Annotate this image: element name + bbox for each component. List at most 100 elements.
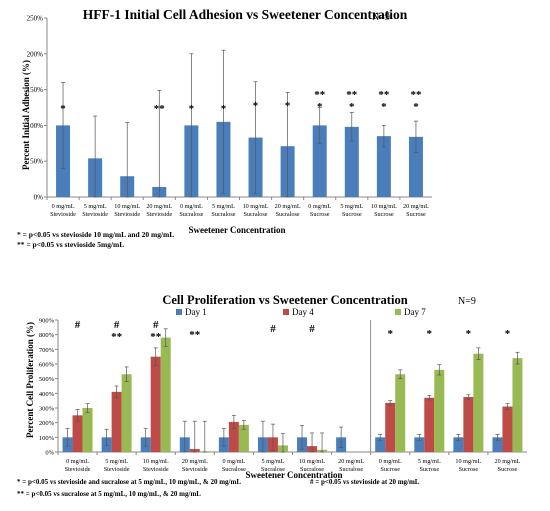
adhesion-bar xyxy=(376,136,391,197)
proliferation-category-label: 10 mg/mL xyxy=(143,458,169,465)
proliferation-chart: Cell Proliferation vs Sweetener Concentr… xyxy=(17,293,527,498)
proliferation-bar xyxy=(121,374,132,452)
proliferation-chart-n-label: N=9 xyxy=(458,296,476,307)
adhesion-significance-marker: * xyxy=(381,101,387,113)
adhesion-bar xyxy=(408,136,423,197)
proliferation-category-label: 5 mg/mL xyxy=(262,458,285,465)
adhesion-category-label: Sucralose xyxy=(211,211,235,218)
proliferation-significance-marker: * xyxy=(505,328,511,340)
proliferation-category-label: Sucralose xyxy=(261,466,285,473)
proliferation-footnote-1: * = p<0.05 vs stevioside and sucralose a… xyxy=(17,478,241,486)
proliferation-category-label: Sucralose xyxy=(339,466,363,473)
proliferation-bar xyxy=(82,408,93,452)
adhesion-significance-marker: ** xyxy=(314,89,326,101)
proliferation-y-tick-label: 300% xyxy=(39,406,55,413)
proliferation-category-label: Stevioside xyxy=(65,466,91,473)
adhesion-chart-title: HFF-1 Initial Cell Adhesion vs Sweetener… xyxy=(83,7,408,22)
proliferation-category-label: 20 mg/mL xyxy=(338,458,364,465)
adhesion-category-label: 5 mg/mL xyxy=(212,203,235,210)
adhesion-significance-marker: * xyxy=(60,103,66,115)
proliferation-y-tick-label: 500% xyxy=(39,376,55,383)
proliferation-bar xyxy=(414,437,425,452)
proliferation-y-tick-label: 700% xyxy=(39,347,55,354)
adhesion-category-label: 10 mg/mL xyxy=(243,203,269,210)
adhesion-category-label: Sucralose xyxy=(179,211,203,218)
proliferation-y-axis-label: Percent Cell Proliferation (%) xyxy=(25,322,35,438)
adhesion-significance-marker: * xyxy=(413,101,419,113)
proliferation-y-tick-label: 400% xyxy=(39,391,55,398)
proliferation-category-label: Sucrose xyxy=(380,466,400,473)
adhesion-significance-marker: ** xyxy=(346,89,358,101)
adhesion-category-label: Stevioside xyxy=(114,211,140,218)
adhesion-category-label: 5 mg/mL xyxy=(340,203,363,210)
proliferation-significance-marker: # xyxy=(270,323,276,335)
proliferation-category-label: 20 mg/mL xyxy=(182,458,208,465)
adhesion-significance-marker: * xyxy=(221,103,227,115)
adhesion-significance-marker: * xyxy=(253,100,259,112)
adhesion-y-tick-label: 200% xyxy=(27,50,44,58)
proliferation-category-label: 0 mg/mL xyxy=(66,458,89,465)
proliferation-bar xyxy=(473,353,484,452)
proliferation-bar xyxy=(150,356,161,452)
adhesion-category-label: Sucrose xyxy=(406,211,426,218)
adhesion-category-label: 0 mg/mL xyxy=(308,203,331,210)
proliferation-significance-marker: * xyxy=(427,328,433,340)
proliferation-bar xyxy=(228,421,239,452)
proliferation-bar xyxy=(424,397,435,452)
proliferation-footnote-2: ** = p<0.05 vs sucralose at 5 mg/mL, 10 … xyxy=(17,490,201,498)
proliferation-chart-title: Cell Proliferation vs Sweetener Concentr… xyxy=(162,293,407,307)
adhesion-category-label: 20 mg/mL xyxy=(146,203,172,210)
adhesion-y-tick-label: 150% xyxy=(27,86,44,94)
proliferation-category-label: 5 mg/mL xyxy=(418,458,441,465)
adhesion-category-label: Stevioside xyxy=(146,211,172,218)
proliferation-bar xyxy=(395,374,406,452)
proliferation-category-label: Stevioside xyxy=(143,466,169,473)
adhesion-category-label: 0 mg/mL xyxy=(52,203,75,210)
adhesion-footnote-2: ** = p<0.05 vs stevioside 5mg/mL xyxy=(17,240,124,249)
proliferation-category-label: Sucrose xyxy=(419,466,439,473)
adhesion-x-axis-label: Sweetener Concentration xyxy=(188,225,285,235)
adhesion-significance-marker: * xyxy=(189,103,195,115)
proliferation-y-tick-label: 800% xyxy=(39,332,55,339)
proliferation-y-tick-label: 0% xyxy=(45,450,54,457)
adhesion-category-label: 10 mg/mL xyxy=(114,203,140,210)
adhesion-significance-marker: * xyxy=(349,101,355,113)
adhesion-bar xyxy=(344,126,359,197)
proliferation-y-tick-label: 100% xyxy=(39,435,55,442)
adhesion-bar xyxy=(312,125,327,197)
legend-label-day-1: Day 1 xyxy=(185,307,207,317)
adhesion-category-label: Sucrose xyxy=(342,211,362,218)
adhesion-significance-marker: ** xyxy=(378,89,390,101)
adhesion-y-tick-label: 0% xyxy=(34,194,44,202)
proliferation-significance-marker: # xyxy=(309,323,315,335)
proliferation-category-label: Sucralose xyxy=(222,466,246,473)
adhesion-category-label: 20 mg/mL xyxy=(275,203,301,210)
adhesion-category-label: Stevioside xyxy=(50,211,76,218)
proliferation-bar xyxy=(463,397,474,452)
proliferation-category-label: Stevioside xyxy=(104,466,130,473)
adhesion-category-label: Sucralose xyxy=(276,211,300,218)
proliferation-bar xyxy=(512,358,523,452)
proliferation-category-label: 5 mg/mL xyxy=(105,458,128,465)
proliferation-bar xyxy=(385,402,396,452)
proliferation-bar xyxy=(238,424,249,452)
adhesion-significance-marker: ** xyxy=(154,103,166,115)
proliferation-y-tick-label: 900% xyxy=(39,318,55,325)
proliferation-significance-marker: ** xyxy=(111,331,123,343)
proliferation-significance-marker: ** xyxy=(150,331,162,343)
proliferation-category-label: 10 mg/mL xyxy=(455,458,481,465)
proliferation-bar xyxy=(111,391,122,452)
adhesion-chart: HFF-1 Initial Cell Adhesion vs Sweetener… xyxy=(17,7,432,249)
proliferation-bar xyxy=(434,369,445,452)
adhesion-y-axis-label: Percent Initial Adhesion (%) xyxy=(21,60,31,170)
legend-label-day-7: Day 7 xyxy=(404,307,426,317)
proliferation-y-tick-label: 600% xyxy=(39,362,55,369)
proliferation-category-label: 10 mg/mL xyxy=(299,458,325,465)
proliferation-significance-marker: # xyxy=(75,319,81,331)
adhesion-category-label: Sucrose xyxy=(374,211,394,218)
proliferation-category-label: Sucralose xyxy=(300,466,324,473)
proliferation-significance-marker: ** xyxy=(189,329,201,341)
legend-swatch-day-4 xyxy=(283,309,289,315)
